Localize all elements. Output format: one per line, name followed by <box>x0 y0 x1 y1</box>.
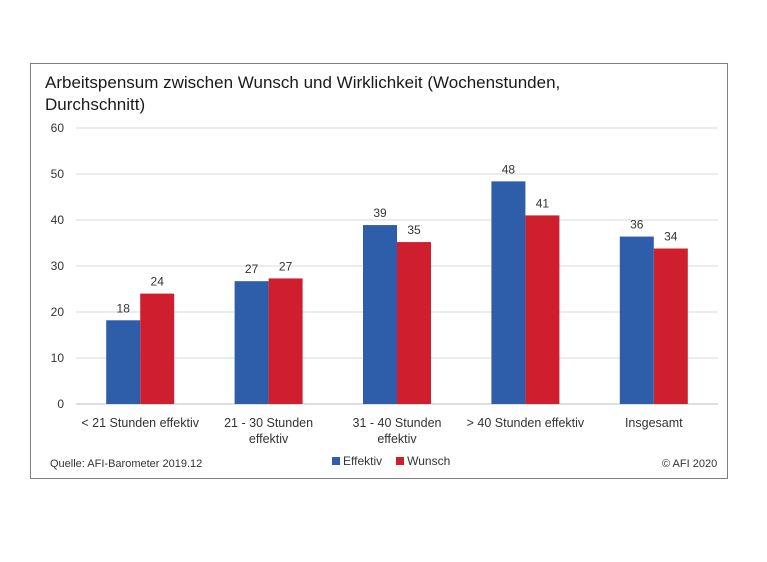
bar-effektiv <box>619 236 654 404</box>
data-label-wunsch: 34 <box>664 230 678 244</box>
legend-swatch-wunsch <box>396 457 405 465</box>
data-label-wunsch: 24 <box>151 275 165 289</box>
bar-effektiv <box>491 181 526 404</box>
source-note: Quelle: AFI-Barometer 2019.12 <box>50 458 203 470</box>
data-label-effektiv: 18 <box>117 301 131 315</box>
y-tick-label: 0 <box>57 397 64 411</box>
y-tick-label: 40 <box>51 213 65 227</box>
data-label-effektiv: 27 <box>245 262 259 276</box>
legend-swatch-effektiv <box>332 457 340 465</box>
y-tick-label: 20 <box>51 305 65 319</box>
y-tick-label: 10 <box>51 351 65 365</box>
legend-label-wunsch: Wunsch <box>407 454 451 468</box>
y-tick-label: 50 <box>51 167 65 181</box>
data-label-effektiv: 39 <box>373 206 387 220</box>
x-tick-label: > 40 Stunden effektiv <box>467 416 585 430</box>
chart-title: Arbeitspensum zwischen Wunsch und Wirkli… <box>45 73 561 114</box>
x-tick-label: 21 - 30 Stunden <box>224 416 313 430</box>
legend-label-effektiv: Effektiv <box>343 454 383 468</box>
data-label-effektiv: 36 <box>630 218 644 232</box>
data-label-wunsch: 35 <box>407 223 421 237</box>
bar-wunsch <box>397 242 431 404</box>
x-tick-label: Insgesamt <box>625 416 683 430</box>
y-tick-label: 30 <box>51 259 65 273</box>
data-label-wunsch: 27 <box>279 259 293 273</box>
legend: Effektiv Wunsch <box>332 454 464 468</box>
x-tick-label: < 21 Stunden effektiv <box>81 416 199 430</box>
bar-wunsch <box>653 248 688 404</box>
x-tick-label: effektiv <box>249 432 289 446</box>
legend-item-wunsch: Wunsch <box>396 454 450 468</box>
copyright-note: © AFI 2020 <box>662 458 718 470</box>
bar-wunsch <box>140 293 175 404</box>
bar-effektiv <box>106 320 141 404</box>
bar-wunsch <box>525 215 560 404</box>
bar-wunsch <box>268 278 303 404</box>
bar-effektiv <box>234 281 269 404</box>
data-label-effektiv: 48 <box>502 162 516 176</box>
x-tick-label: 31 - 40 Stunden <box>353 416 442 430</box>
x-tick-label: effektiv <box>377 432 417 446</box>
bar-effektiv <box>363 225 397 404</box>
legend-item-effektiv: Effektiv <box>332 454 382 468</box>
data-label-wunsch: 41 <box>536 196 550 210</box>
y-tick-label: 60 <box>51 121 65 135</box>
